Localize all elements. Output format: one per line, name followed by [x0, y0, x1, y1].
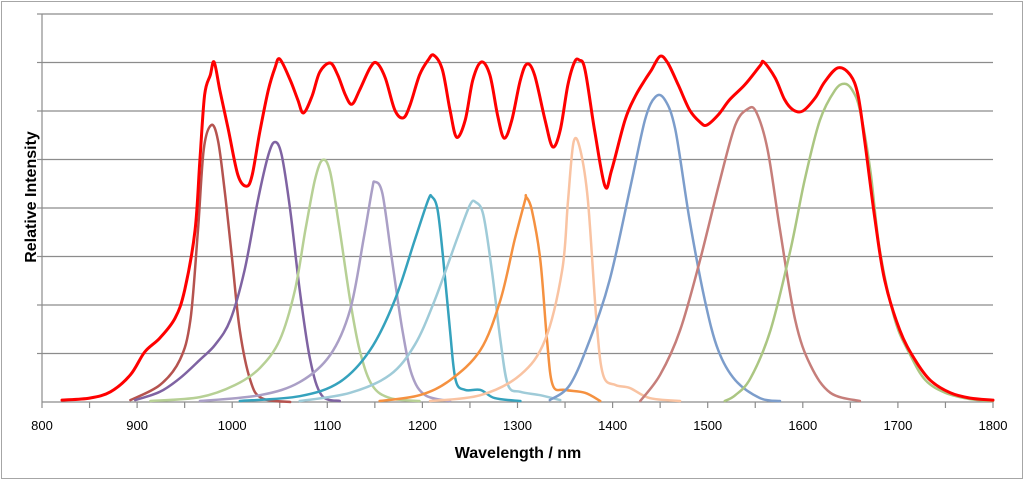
series-lines	[60, 53, 995, 404]
x-tick-label: 1300	[503, 418, 532, 433]
x-tick-label: 1200	[408, 418, 437, 433]
x-tick-label: 1700	[883, 418, 912, 433]
series-line-7	[378, 193, 602, 403]
series-line-12	[60, 53, 995, 402]
series-line-9	[548, 93, 782, 403]
y-axis-title: Relative Intensity	[23, 131, 40, 263]
gridlines	[42, 13, 993, 355]
x-tick-label: 1800	[979, 418, 1008, 433]
x-tick-label: 1400	[598, 418, 627, 433]
x-axis-title: Wavelength / nm	[455, 445, 582, 462]
series-line-6	[298, 199, 562, 403]
series-line-11	[723, 82, 995, 403]
series-line-10	[638, 105, 862, 403]
x-tick-label: 1000	[218, 418, 247, 433]
x-tick-label: 800	[31, 418, 53, 433]
series-line-8	[428, 136, 682, 403]
x-tick-label: 1600	[788, 418, 817, 433]
x-tick-label: 1500	[693, 418, 722, 433]
series-line-3	[149, 158, 421, 403]
series-line-2	[133, 140, 341, 403]
series-line-4	[198, 180, 452, 403]
x-tick-labels: 800 900 1000 1100 1200 1300 1400 1500 1600 1700 18…	[31, 418, 1007, 433]
x-tick-label: 1100	[313, 418, 341, 433]
series-line-1	[129, 123, 292, 404]
x-tick-label: 900	[126, 418, 148, 433]
series-line-5	[238, 193, 522, 403]
